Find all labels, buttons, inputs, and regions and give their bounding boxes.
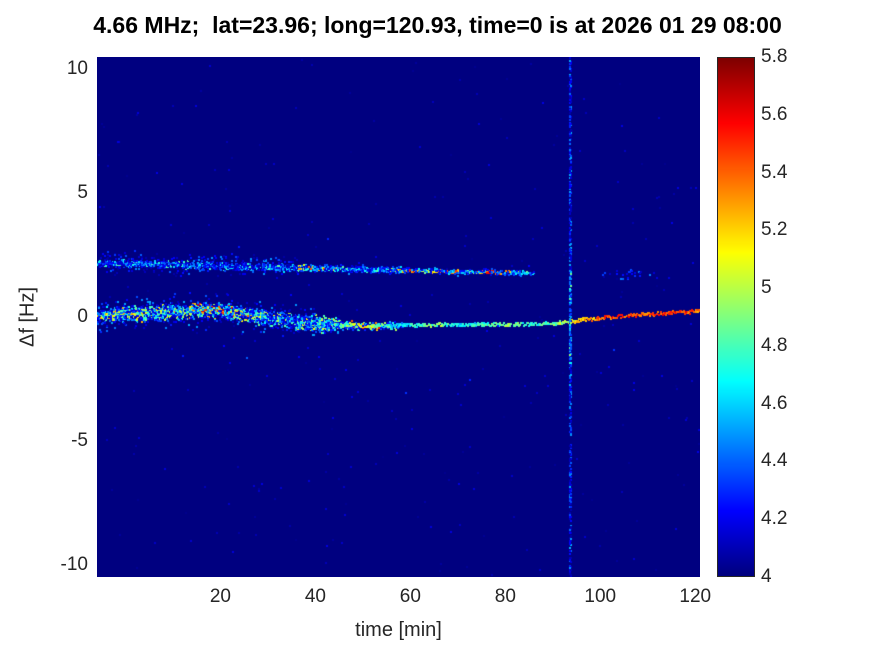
y-tick-label: -5 xyxy=(71,429,88,451)
colorbar-tick-label: 4.4 xyxy=(761,450,788,472)
plot-area xyxy=(97,57,700,577)
x-tick-label: 20 xyxy=(209,586,231,607)
colorbar xyxy=(717,57,755,577)
y-tick-label: 5 xyxy=(77,182,88,204)
y-axis-label: Δf [Hz] xyxy=(16,286,39,348)
y-tick-label: 10 xyxy=(66,58,88,80)
x-tick-label: 120 xyxy=(679,586,712,607)
colorbar-ticks: 5.8 5.6 5.4 5.2 5 4.8 4.6 4.4 4.2 4 xyxy=(761,46,851,587)
x-tick-label: 80 xyxy=(494,586,516,607)
x-tick-label: 40 xyxy=(304,586,326,607)
x-axis-label: time [min] xyxy=(355,619,442,641)
colorbar-tick-label: 5 xyxy=(761,277,772,299)
y-tick-label: 0 xyxy=(77,306,88,327)
x-tick-label: 100 xyxy=(584,586,617,607)
colorbar-tick-label: 4.8 xyxy=(761,334,788,356)
y-tick-label: -10 xyxy=(60,553,88,575)
y-axis-ticks: 10 5 0 -5 -10 xyxy=(0,57,90,577)
heatmap-canvas xyxy=(97,57,700,577)
x-tick-label: 60 xyxy=(399,586,421,607)
colorbar-tick-label: 4 xyxy=(761,566,772,587)
colorbar-tick-label: 4.2 xyxy=(761,508,788,530)
colorbar-canvas xyxy=(718,58,754,576)
colorbar-tick-label: 4.6 xyxy=(761,392,788,414)
colorbar-tick-label: 5.4 xyxy=(761,161,788,183)
colorbar-tick-label: 5.2 xyxy=(761,219,788,241)
x-axis-ticks: 20 40 60 80 100 120 xyxy=(97,586,711,612)
colorbar-tick-label: 5.6 xyxy=(761,103,788,125)
chart-title: 4.66 MHz; lat=23.96; long=120.93, time=0… xyxy=(93,12,782,38)
colorbar-tick-label: 5.8 xyxy=(761,46,788,67)
